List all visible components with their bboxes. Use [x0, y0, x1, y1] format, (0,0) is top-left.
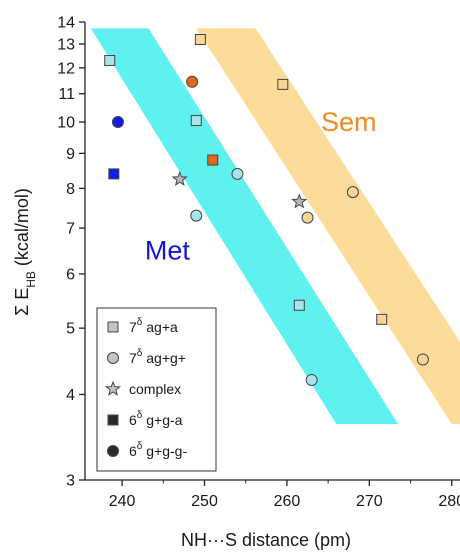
y-axis-label: Σ EHB (kcal/mol)	[12, 188, 38, 316]
point-complex	[291, 193, 308, 209]
y-tick-label: 5	[66, 321, 75, 338]
y-tick-label: 7	[66, 221, 75, 238]
points-layer	[104, 33, 429, 386]
point-ag-g	[416, 353, 429, 366]
bands-layer	[90, 28, 460, 425]
point-ag-g	[231, 167, 244, 180]
legend-marker	[107, 352, 119, 364]
point-ag-a	[376, 313, 388, 325]
x-tick-label: 270	[356, 493, 383, 510]
point-ag-a	[194, 33, 206, 45]
point-ag-a	[104, 54, 116, 66]
band-sem	[196, 28, 460, 425]
legend-marker	[104, 380, 122, 396]
y-label-rest: (kcal/mol)	[12, 188, 32, 271]
y-tick-label: 8	[66, 181, 75, 198]
point-ag-a	[190, 115, 202, 127]
legend-marker	[107, 321, 119, 333]
annotations-layer: Met Sem	[145, 107, 377, 265]
legend-marker	[107, 445, 119, 457]
y-tick-label: 12	[57, 60, 75, 77]
y-tick-label: 9	[66, 146, 75, 163]
legend-marker	[107, 414, 119, 426]
y-tick-label: 14	[57, 15, 75, 32]
axes-layer: 240 250 260 270 280 3 4 5 6 7 8 9 10 11 12 13 14	[57, 15, 460, 510]
point-g-g-g	[111, 116, 124, 129]
y-tick-label: 10	[57, 115, 75, 132]
point-g-g-a	[207, 154, 219, 166]
point-ag-g	[346, 186, 359, 199]
y-tick-label: 13	[57, 37, 75, 54]
point-ag-a	[293, 299, 305, 311]
legend: 7δ ag+a 7δ ag+g+ complex 6δ g+g-a 6δ g+g-g-	[96, 307, 217, 472]
legend-label: complex	[129, 381, 181, 397]
y-label-subscript: HB	[24, 271, 38, 288]
x-tick-label: 250	[191, 493, 218, 510]
band-met	[90, 28, 399, 425]
point-ag-g	[190, 209, 203, 222]
point-g-g-g	[186, 75, 199, 88]
y-tick-label: 11	[58, 86, 75, 103]
legend-label: 6δ g+g-a	[129, 410, 183, 428]
legend-label: 7δ ag+g+	[129, 348, 186, 366]
x-tick-label: 280	[438, 493, 460, 510]
legend-label: 7δ ag+a	[129, 317, 178, 335]
point-g-g-a	[108, 168, 120, 180]
y-tick-label: 4	[66, 387, 75, 404]
legend-label: 6δ g+g-g-	[129, 441, 187, 459]
point-ag-g	[305, 373, 318, 386]
x-axis-label: NH···S distance (pm)	[181, 530, 351, 550]
annotation-sem: Sem	[321, 107, 377, 137]
point-complex	[171, 170, 188, 187]
point-ag-a	[277, 78, 289, 90]
annotation-met: Met	[145, 235, 191, 265]
point-ag-g	[301, 211, 314, 224]
y-label-main: Σ E	[12, 288, 32, 316]
y-tick-label: 3	[66, 473, 75, 490]
x-tick-label: 260	[274, 493, 301, 510]
x-tick-label: 240	[109, 493, 136, 510]
y-tick-label: 6	[66, 266, 75, 283]
